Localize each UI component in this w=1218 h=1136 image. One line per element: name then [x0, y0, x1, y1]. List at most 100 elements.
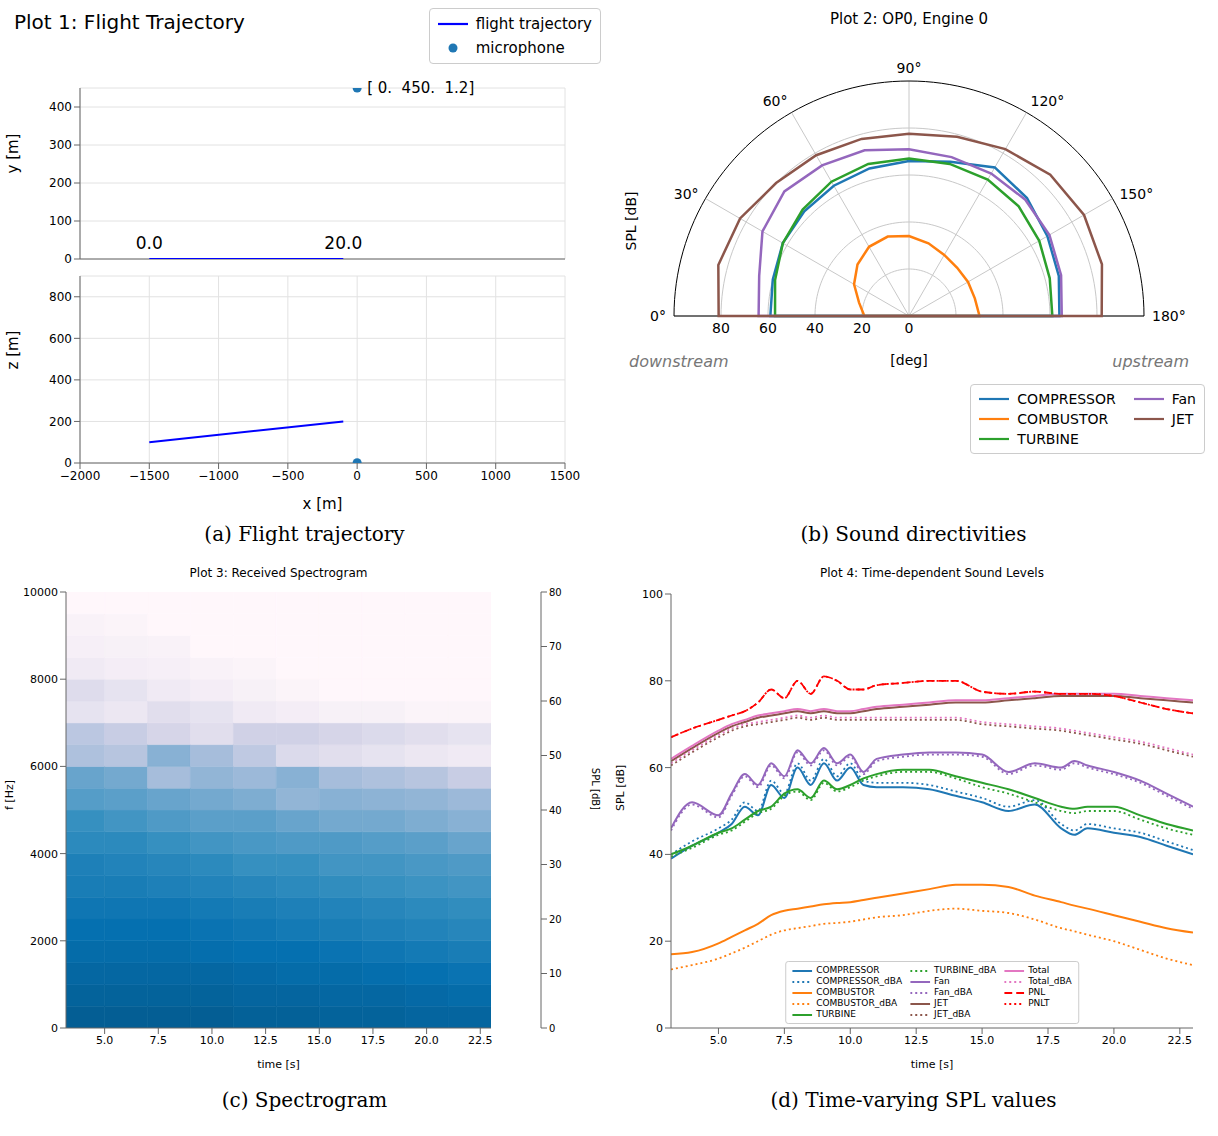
html-text:Plot 4: Time-dependent Sound L: Plot 4: Time-dependent Sound Levels [820, 566, 1044, 580]
svg-text:60: 60 [649, 762, 663, 775]
svg-text:400: 400 [49, 100, 72, 114]
svg-text:8000: 8000 [30, 673, 58, 686]
svg-text:22.5: 22.5 [1168, 1034, 1193, 1047]
svg-text:50: 50 [549, 750, 562, 761]
html-text:(c) Spectrogram: (c) Spectrogram [221, 1088, 388, 1112]
svg-text:0: 0 [64, 252, 72, 265]
svg-text:60: 60 [549, 696, 562, 707]
svg-text:20: 20 [549, 914, 562, 925]
svg-text:12.5: 12.5 [253, 1034, 278, 1047]
svg-text:15.0: 15.0 [970, 1034, 995, 1047]
svg-text:40: 40 [806, 320, 824, 336]
svg-text:7.5: 7.5 [776, 1034, 794, 1047]
svg-text:10: 10 [549, 968, 562, 979]
svg-text:20.0: 20.0 [324, 233, 362, 253]
svg-text:−500: −500 [271, 469, 304, 483]
svg-text:90°: 90° [897, 60, 922, 76]
svg-text:0: 0 [51, 1022, 58, 1035]
svg-text:800: 800 [49, 290, 72, 304]
html-text:(b) Sound directivities: (b) Sound directivities [800, 522, 1027, 546]
svg-text:20.0: 20.0 [1102, 1034, 1127, 1047]
svg-text:0: 0 [353, 469, 361, 483]
svg-text:120°: 120° [1031, 93, 1065, 109]
svg-text:1000: 1000 [480, 469, 511, 483]
html-text:[deg]: [deg] [890, 352, 928, 368]
svg-text:0.0: 0.0 [136, 233, 163, 253]
svg-text:x [m]: x [m] [303, 495, 343, 513]
svg-text:60: 60 [759, 320, 777, 336]
html-text:upstream: upstream [1112, 352, 1189, 371]
svg-text:150°: 150° [1119, 186, 1153, 202]
svg-text:100: 100 [642, 588, 663, 601]
svg-text:time [s]: time [s] [257, 1058, 300, 1071]
svg-text:[ 0. 450. 1.2]: [ 0. 450. 1.2] [367, 79, 474, 97]
svg-text:70: 70 [549, 641, 562, 652]
svg-text:10.0: 10.0 [838, 1034, 863, 1047]
svg-text:80: 80 [649, 675, 663, 688]
svg-text:500: 500 [415, 469, 438, 483]
html-text:Plot 1: Flight Trajectory: Plot 1: Flight Trajectory [14, 10, 245, 34]
html-text:Plot 2: OP0, Engine 0: Plot 2: OP0, Engine 0 [830, 10, 988, 28]
svg-text:f [Hz]: f [Hz] [3, 780, 16, 810]
html-text:Fan: Fan [1171, 391, 1196, 407]
html-text:microphone: microphone [475, 39, 565, 57]
svg-text:0: 0 [905, 320, 914, 336]
svg-text:4000: 4000 [30, 848, 58, 861]
svg-text:15.0: 15.0 [307, 1034, 332, 1047]
svg-text:1500: 1500 [550, 469, 581, 483]
svg-text:80: 80 [549, 587, 562, 598]
html-text:(d) Time-varying SPL values: (d) Time-varying SPL values [770, 1088, 1057, 1112]
html-text:Plot 3: Received Spectrogram: Plot 3: Received Spectrogram [189, 566, 368, 580]
svg-text:60°: 60° [763, 93, 788, 109]
svg-text:6000: 6000 [30, 760, 58, 773]
html-text:COMBUSTOR: COMBUSTOR [816, 987, 875, 997]
svg-text:7.5: 7.5 [150, 1034, 168, 1047]
svg-text:5.0: 5.0 [96, 1034, 114, 1047]
svg-text:5.0: 5.0 [710, 1034, 728, 1047]
svg-text:80: 80 [712, 320, 730, 336]
svg-text:600: 600 [49, 332, 72, 346]
svg-text:300: 300 [49, 138, 72, 152]
svg-text:20.0: 20.0 [414, 1034, 439, 1047]
html-text:TURBINE: TURBINE [1017, 431, 1079, 447]
svg-text:0°: 0° [650, 308, 666, 324]
html-text:COMPRESSOR: COMPRESSOR [1017, 391, 1116, 407]
svg-text:time [s]: time [s] [911, 1058, 954, 1071]
svg-text:2000: 2000 [30, 935, 58, 948]
svg-text:400: 400 [49, 373, 72, 387]
svg-text:12.5: 12.5 [904, 1034, 929, 1047]
svg-text:200: 200 [49, 415, 72, 429]
html-text:flight trajectory: flight trajectory [475, 15, 592, 33]
html-text:COMPRESSOR_dBA: COMPRESSOR_dBA [816, 976, 902, 986]
svg-text:200: 200 [49, 176, 72, 190]
svg-text:40: 40 [549, 805, 562, 816]
svg-text:−1000: −1000 [198, 469, 239, 483]
svg-text:0: 0 [64, 456, 72, 470]
svg-text:180°: 180° [1152, 308, 1186, 324]
svg-text:20: 20 [853, 320, 871, 336]
svg-text:30°: 30° [674, 186, 699, 202]
svg-text:10000: 10000 [23, 586, 58, 599]
svg-text:z [m]: z [m] [4, 331, 22, 370]
svg-text:40: 40 [649, 848, 663, 861]
svg-text:10.0: 10.0 [200, 1034, 225, 1047]
svg-text:0: 0 [656, 1022, 663, 1035]
html-text:SPL [dB]: SPL [dB] [623, 191, 639, 251]
svg-text:−2000: −2000 [60, 469, 101, 483]
svg-text:SPL [dB]: SPL [dB] [590, 768, 601, 810]
svg-text:100: 100 [49, 214, 72, 228]
svg-text:SPL [dB]: SPL [dB] [614, 765, 627, 811]
html-text:COMBUSTOR: COMBUSTOR [1017, 411, 1109, 427]
svg-text:30: 30 [549, 859, 562, 870]
html-text:(a) Flight trajectory: (a) Flight trajectory [204, 522, 405, 546]
svg-text:17.5: 17.5 [1036, 1034, 1061, 1047]
svg-text:20: 20 [649, 935, 663, 948]
svg-text:0: 0 [549, 1023, 555, 1034]
svg-text:22.5: 22.5 [468, 1034, 493, 1047]
html-text:JET: JET [1171, 411, 1194, 427]
svg-text:y [m]: y [m] [4, 134, 22, 174]
svg-text:17.5: 17.5 [361, 1034, 386, 1047]
html-text:COMPRESSOR: COMPRESSOR [816, 965, 880, 975]
html-text:downstream: downstream [629, 352, 729, 371]
svg-text:−1500: −1500 [129, 469, 170, 483]
